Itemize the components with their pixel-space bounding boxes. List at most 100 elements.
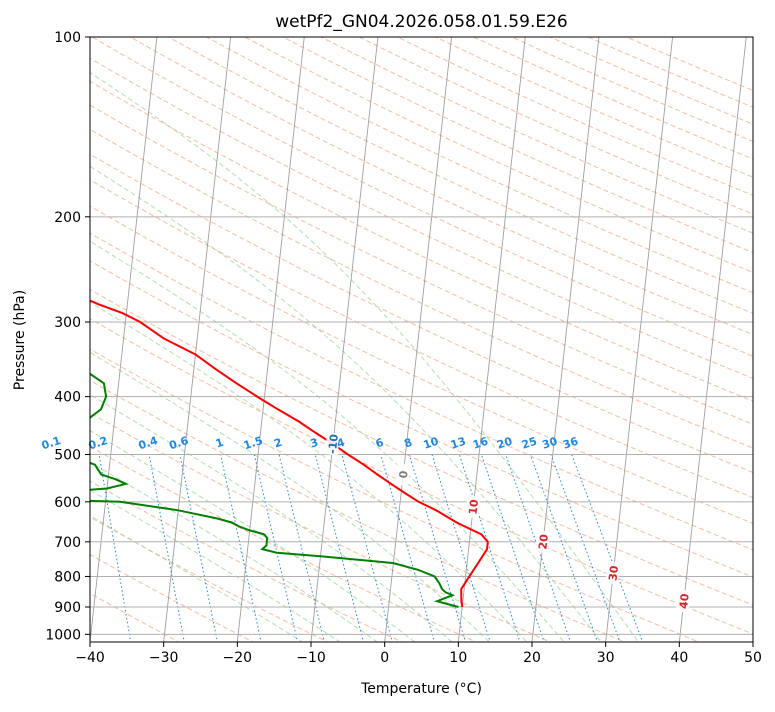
mixing-ratio-label-group: 36 — [561, 435, 580, 452]
isotherm-label-group: 40 — [675, 589, 692, 613]
plot-frame — [89, 36, 754, 643]
background-lines — [90, 37, 753, 642]
mixing-ratio-label-group: 1 — [214, 436, 225, 451]
y-tick-label: 100 — [54, 30, 81, 46]
isotherm-line — [236, 37, 305, 642]
isotherm-label-bg — [324, 432, 341, 456]
mixing-ratio-line — [380, 454, 435, 642]
isotherm-label-group: 0 — [395, 462, 411, 487]
isotherm-label-bg — [675, 589, 692, 613]
isotherm-line — [163, 37, 232, 642]
x-tick-label: −30 — [149, 650, 179, 666]
isotherm-label-group: 30 — [605, 561, 621, 585]
moist-adiabat — [90, 301, 528, 642]
dry-adiabat — [90, 153, 753, 474]
mixing-ratio-label-group: 6 — [374, 436, 386, 451]
dry-adiabat — [90, 553, 255, 642]
chart-title: wetPf2_GN04.2026.058.01.59.E26 — [275, 12, 567, 32]
mixing-ratio-label: 3 — [309, 436, 320, 451]
isotherm-line — [310, 37, 379, 642]
isotherm-label: 10 — [466, 498, 481, 515]
mixing-ratio-label-group: 0.4 — [137, 434, 160, 452]
dry-adiabat — [90, 445, 478, 642]
mixing-ratio-label: 13 — [449, 435, 468, 452]
mixing-ratio-line — [480, 454, 545, 642]
mixing-ratio-label-group: 25 — [520, 435, 539, 452]
mixing-ratio-line — [431, 454, 491, 642]
isotherm-label-group: 10 — [465, 495, 481, 519]
dry-adiabat — [90, 592, 180, 642]
mixing-ratio-line — [458, 454, 521, 642]
x-tick-label: −10 — [296, 650, 326, 666]
moist-adiabat — [90, 461, 379, 642]
dry-adiabat — [90, 412, 552, 642]
dry-adiabat — [167, 37, 753, 314]
x-tick-label: 20 — [523, 650, 541, 666]
isotherm-label: 40 — [677, 593, 692, 610]
y-tick-label: 400 — [54, 390, 81, 406]
x-tick-label: 10 — [449, 650, 467, 666]
mixing-ratio-label: 20 — [495, 435, 514, 452]
moist-adiabat — [90, 165, 602, 642]
isotherm-label: 30 — [606, 565, 621, 582]
y-tick-label: 900 — [54, 600, 81, 616]
x-tick-label: 40 — [670, 650, 688, 666]
mixing-ratio-label: 16 — [471, 435, 490, 452]
moist-adiabat — [90, 430, 416, 642]
x-axis-label: Temperature (°C) — [360, 681, 482, 697]
mixing-ratio-line — [314, 454, 364, 642]
mixing-ratio-label: 25 — [520, 435, 539, 452]
x-tick-label: −40 — [75, 650, 105, 666]
isotherm-label-bg — [605, 561, 621, 585]
mixing-ratio-label: 1.5 — [242, 434, 265, 452]
mixing-ratio-label: 0.6 — [168, 434, 191, 452]
isotherm-label: 20 — [536, 533, 551, 550]
mixing-ratio-label: 0.4 — [137, 434, 160, 452]
mixing-ratio-label: 6 — [374, 436, 386, 451]
y-tick-label: 600 — [54, 495, 81, 511]
y-tick-label: 700 — [54, 535, 81, 551]
moist-adiabat — [90, 489, 341, 642]
moist-adiabat — [90, 515, 304, 642]
dry-adiabat — [90, 179, 753, 499]
temperature-line — [90, 299, 489, 608]
mixing-ratio-label-group: 3 — [309, 436, 320, 451]
mixing-ratio-line — [98, 454, 132, 642]
axes: −40 −30 −20 −10 0 10 20 30 40 5010020030040050060… — [45, 30, 762, 666]
isotherm-label-group: -10 — [324, 432, 341, 456]
mixing-ratio-label: 36 — [561, 435, 580, 452]
isotherm-line — [384, 37, 453, 642]
mixing-ratio-label-group: 10 — [422, 435, 441, 452]
isotherm-label: 0 — [397, 470, 411, 479]
moist-adiabat — [90, 240, 565, 642]
y-tick-label: 800 — [54, 569, 81, 585]
x-tick-label: 50 — [744, 650, 762, 666]
dry-adiabat — [90, 348, 701, 642]
mixing-ratio-label: 4 — [335, 436, 347, 451]
y-tick-label: 200 — [54, 210, 81, 226]
isotherm-label-bg — [395, 462, 411, 487]
mixing-ratio-label: 0.1 — [40, 434, 63, 452]
dry-adiabat — [90, 205, 753, 524]
line-labels: -100-90-80-70-60-50-40-30-20-10010203040… — [40, 432, 692, 613]
mixing-ratio-label: 0.2 — [87, 434, 110, 452]
moist-adiabat — [90, 71, 640, 642]
mixing-ratio-line — [278, 454, 325, 642]
mixing-ratio-line — [408, 454, 466, 642]
isotherm-line — [678, 37, 747, 642]
x-tick-label: 0 — [380, 650, 389, 666]
dry-adiabat — [90, 232, 753, 551]
mixing-ratio-label-group: 16 — [471, 435, 490, 452]
mixing-ratio-label-group: 0.1 — [40, 434, 63, 452]
mixing-ratio-label: 30 — [541, 435, 560, 452]
mixing-ratio-label-group: 30 — [541, 435, 560, 452]
mixing-ratio-label-group: 4 — [335, 436, 347, 451]
mixing-ratio-label: 1 — [214, 436, 225, 451]
y-tick-label: 300 — [54, 315, 81, 331]
mixing-ratio-label-group: 0.2 — [87, 434, 110, 452]
mixing-ratio-label-group: 8 — [403, 436, 414, 451]
moist-adiabat — [90, 393, 453, 642]
y-tick-label: 1000 — [45, 627, 81, 643]
dry-adiabat — [90, 288, 753, 606]
mixing-ratio-label-group: 20 — [495, 435, 514, 452]
